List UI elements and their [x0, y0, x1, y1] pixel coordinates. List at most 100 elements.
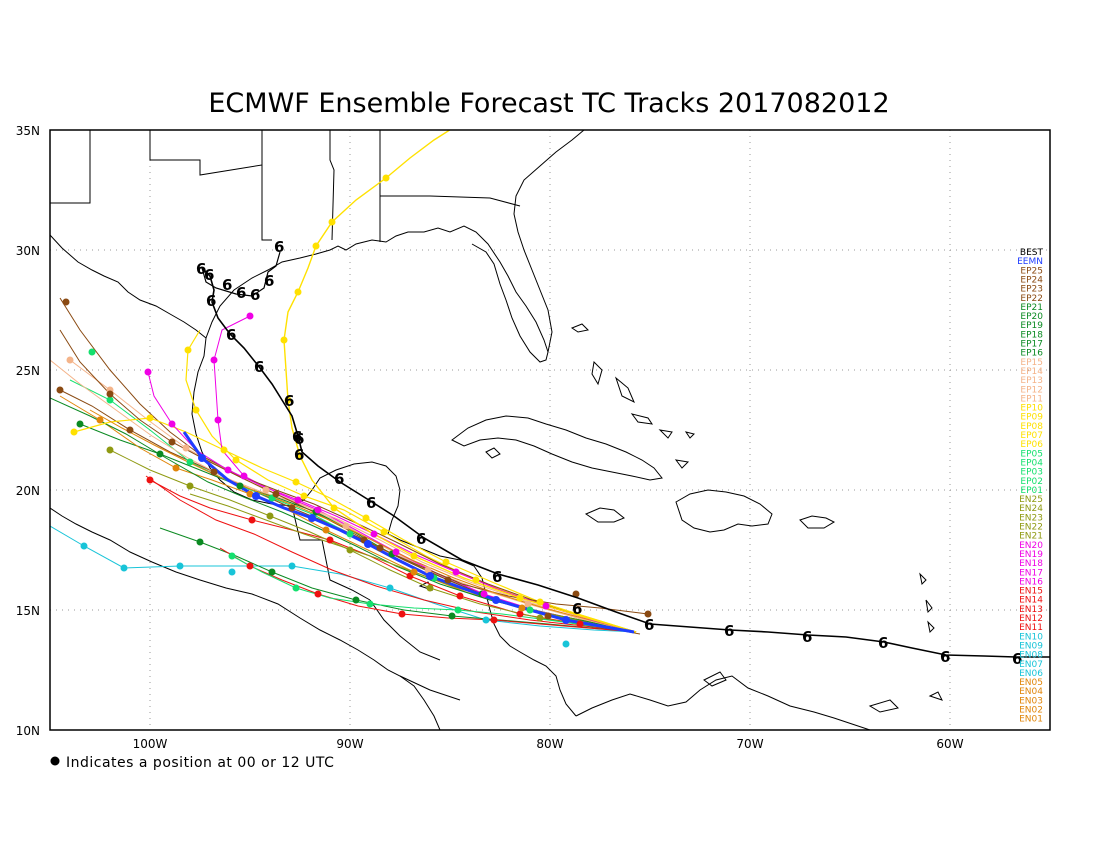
svg-text:6: 6	[1012, 650, 1022, 668]
ensemble-tracks	[50, 130, 649, 635]
legend-item: EP02	[1020, 477, 1043, 487]
lat-label: 30N	[16, 244, 40, 258]
lat-label: 20N	[16, 484, 40, 498]
legend-item: EN17	[1019, 568, 1043, 578]
legend-item: EP14	[1020, 367, 1043, 377]
svg-text:6: 6	[264, 272, 274, 290]
legend-item: EN21	[1019, 532, 1043, 542]
legend-item: EP17	[1020, 340, 1043, 350]
puerto-rico	[799, 515, 836, 529]
legend-item: EN08	[1019, 651, 1043, 661]
svg-text:6: 6	[724, 622, 734, 640]
mexico-pacific-coast	[50, 507, 441, 730]
legend-item: EP07	[1020, 431, 1043, 441]
hispaniola	[675, 489, 773, 533]
central-america-coast	[387, 533, 577, 717]
legend-item: EP18	[1020, 330, 1043, 340]
legend-item: EP15	[1020, 358, 1043, 368]
legend: BESTEEMNEP25EP24EP23EP22EP21EP20EP19EP18…	[1017, 248, 1043, 725]
legend-item: EN19	[1019, 550, 1043, 560]
svg-text:6: 6	[878, 634, 888, 652]
legend-item: EN13	[1019, 605, 1043, 615]
florida-east-coast	[513, 130, 585, 353]
legend-item: EP09	[1020, 413, 1043, 423]
legend-item: EN11	[1019, 623, 1043, 633]
lon-label: 70W	[736, 737, 763, 751]
lon-label: 100W	[133, 737, 168, 751]
svg-text:6: 6	[366, 494, 376, 512]
svg-text:6: 6	[284, 392, 294, 410]
lat-axis-labels: 35N 30N 25N 20N 15N 10N	[16, 124, 40, 738]
legend-item: EN23	[1019, 513, 1043, 523]
svg-text:6: 6	[802, 628, 812, 646]
legend-item: EN14	[1019, 596, 1043, 606]
legend-item: EP19	[1020, 321, 1043, 331]
legend-item: EP05	[1020, 449, 1043, 459]
legend-item: EN16	[1019, 577, 1043, 587]
coastlines	[50, 130, 943, 730]
legend-item: EP20	[1020, 312, 1043, 322]
legend-item: EP08	[1020, 422, 1043, 432]
legend-item: EN06	[1019, 669, 1043, 679]
legend-item: EP04	[1020, 458, 1043, 468]
legend-item: EN05	[1019, 678, 1043, 688]
svg-text:6: 6	[416, 530, 426, 548]
svg-text:6: 6	[250, 286, 260, 304]
eemn-track	[182, 431, 635, 634]
svg-text:6: 6	[492, 568, 502, 586]
legend-item: EN07	[1019, 660, 1043, 670]
legend-item: EP23	[1020, 285, 1043, 295]
lon-label: 80W	[536, 737, 563, 751]
lat-label: 10N	[16, 724, 40, 738]
svg-text:6: 6	[644, 616, 654, 634]
footnote-dot	[50, 756, 60, 766]
gridlines	[50, 130, 1050, 730]
svg-text:6: 6	[226, 326, 236, 344]
lat-label: 35N	[16, 124, 40, 138]
legend-item: EN22	[1019, 523, 1043, 533]
legend-item: EEMN	[1017, 257, 1043, 267]
legend-item: EN12	[1019, 614, 1043, 624]
legend-item: EN24	[1019, 504, 1043, 514]
svg-text:6: 6	[222, 276, 232, 294]
svg-text:6: 6	[940, 648, 950, 666]
legend-item: EN10	[1019, 632, 1043, 642]
lon-axis-labels: 100W 90W 80W 70W 60W	[133, 737, 964, 751]
legend-item: EN01	[1019, 715, 1043, 725]
footnote: Indicates a position at 00 or 12 UTC	[66, 755, 334, 771]
svg-text:6: 6	[292, 428, 302, 446]
map-frame	[49, 129, 1051, 731]
legend-item: EN09	[1019, 641, 1043, 651]
south-america-coast	[575, 675, 871, 730]
svg-text:6: 6	[236, 284, 246, 302]
legend-item: EN02	[1019, 706, 1043, 716]
legend-item: EP24	[1020, 275, 1043, 285]
cuba	[451, 415, 663, 481]
position-dots	[56, 174, 652, 648]
lon-label: 90W	[336, 737, 363, 751]
jamaica	[584, 507, 625, 523]
legend-item: EP01	[1020, 486, 1043, 496]
svg-text:6: 6	[206, 292, 216, 310]
best-track: 666 666 666 666 666 666 666 6 66 6	[196, 238, 1050, 668]
legend-item: EP25	[1020, 266, 1043, 276]
svg-text:6: 6	[572, 600, 582, 618]
legend-item: BEST	[1020, 248, 1044, 258]
legend-item: EP06	[1020, 440, 1043, 450]
legend-item: EN15	[1019, 587, 1043, 597]
legend-item: EP12	[1020, 385, 1043, 395]
legend-item: EN25	[1019, 495, 1043, 505]
lat-label: 15N	[16, 604, 40, 618]
svg-text:6: 6	[334, 470, 344, 488]
svg-text:6: 6	[196, 260, 206, 278]
legend-item: EP10	[1020, 404, 1043, 414]
legend-item: EN20	[1019, 541, 1043, 551]
us-gulf-coast	[50, 225, 549, 363]
legend-item: EP03	[1020, 468, 1043, 478]
lat-label: 25N	[16, 364, 40, 378]
map-title: ECMWF Ensemble Forecast TC Tracks 201708…	[208, 88, 889, 119]
svg-text:6: 6	[254, 358, 264, 376]
svg-text:6: 6	[204, 266, 214, 284]
legend-item: EP11	[1020, 394, 1043, 404]
